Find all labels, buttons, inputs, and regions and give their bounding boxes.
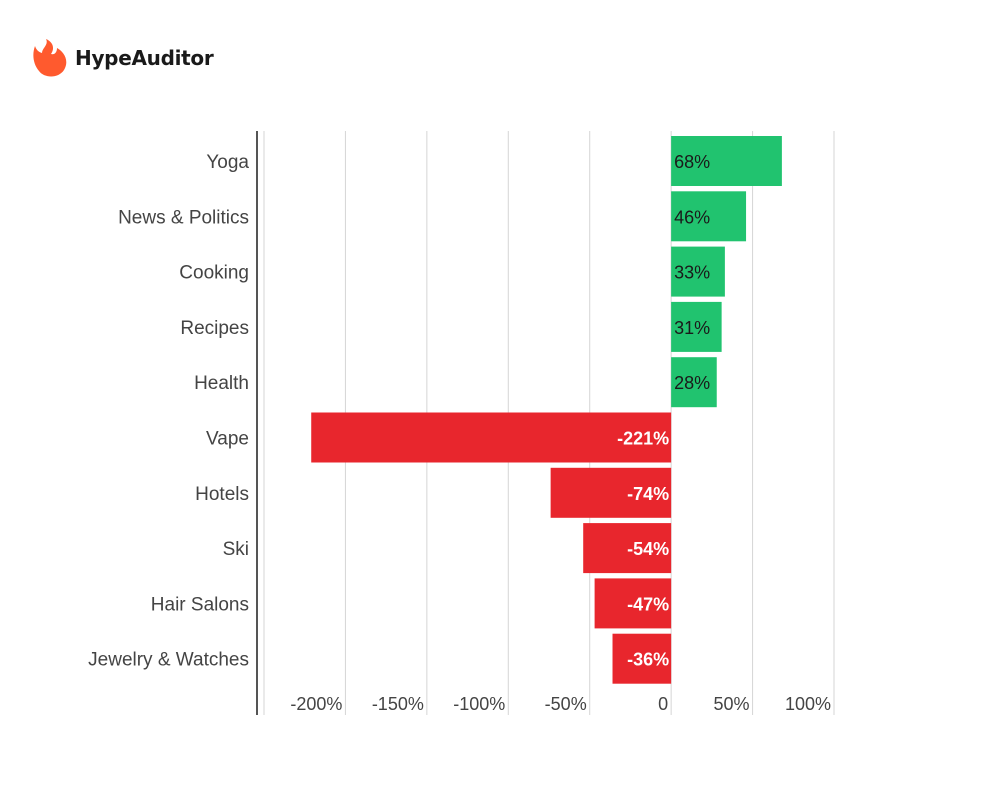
bar — [671, 191, 747, 242]
category-label: Ski — [223, 539, 249, 560]
data-label: -47% — [627, 594, 669, 614]
data-label: -36% — [627, 650, 669, 670]
bar — [583, 523, 672, 574]
data-label: -74% — [627, 484, 669, 504]
bar — [671, 357, 717, 408]
category-label: Hotels — [195, 484, 249, 505]
data-label: 33% — [674, 263, 710, 283]
x-tick-label: -150% — [372, 694, 424, 714]
bar — [612, 633, 672, 684]
data-label: 31% — [674, 318, 710, 338]
data-label: -54% — [627, 539, 669, 559]
bar — [671, 246, 725, 297]
x-tick-label: -50% — [545, 694, 587, 714]
category-label: Recipes — [180, 318, 249, 339]
bar — [550, 467, 672, 518]
brand-name: HypeAuditor — [75, 46, 214, 70]
x-tick-label: 100% — [785, 694, 831, 714]
category-label: Health — [194, 373, 249, 394]
brand-logo: HypeAuditor — [33, 36, 214, 80]
data-label: 68% — [674, 152, 710, 172]
data-label: 28% — [674, 373, 710, 393]
x-tick-label: 50% — [714, 694, 750, 714]
x-tick-label: -100% — [453, 694, 505, 714]
bar — [594, 578, 672, 629]
category-label: Hair Salons — [151, 594, 249, 615]
category-label: News & Politics — [118, 207, 249, 228]
x-tick-label: -200% — [290, 694, 342, 714]
category-label: Yoga — [206, 152, 249, 173]
category-label: Vape — [206, 429, 249, 450]
x-tick-label: 0 — [658, 694, 668, 714]
category-label: Cooking — [179, 263, 249, 284]
bar — [671, 301, 722, 352]
bar — [671, 136, 782, 186]
data-label: -221% — [617, 429, 669, 449]
category-label: Jewelry & Watches — [88, 650, 249, 671]
bar — [311, 412, 672, 463]
flame-icon — [33, 39, 67, 77]
data-label: 46% — [674, 207, 710, 227]
